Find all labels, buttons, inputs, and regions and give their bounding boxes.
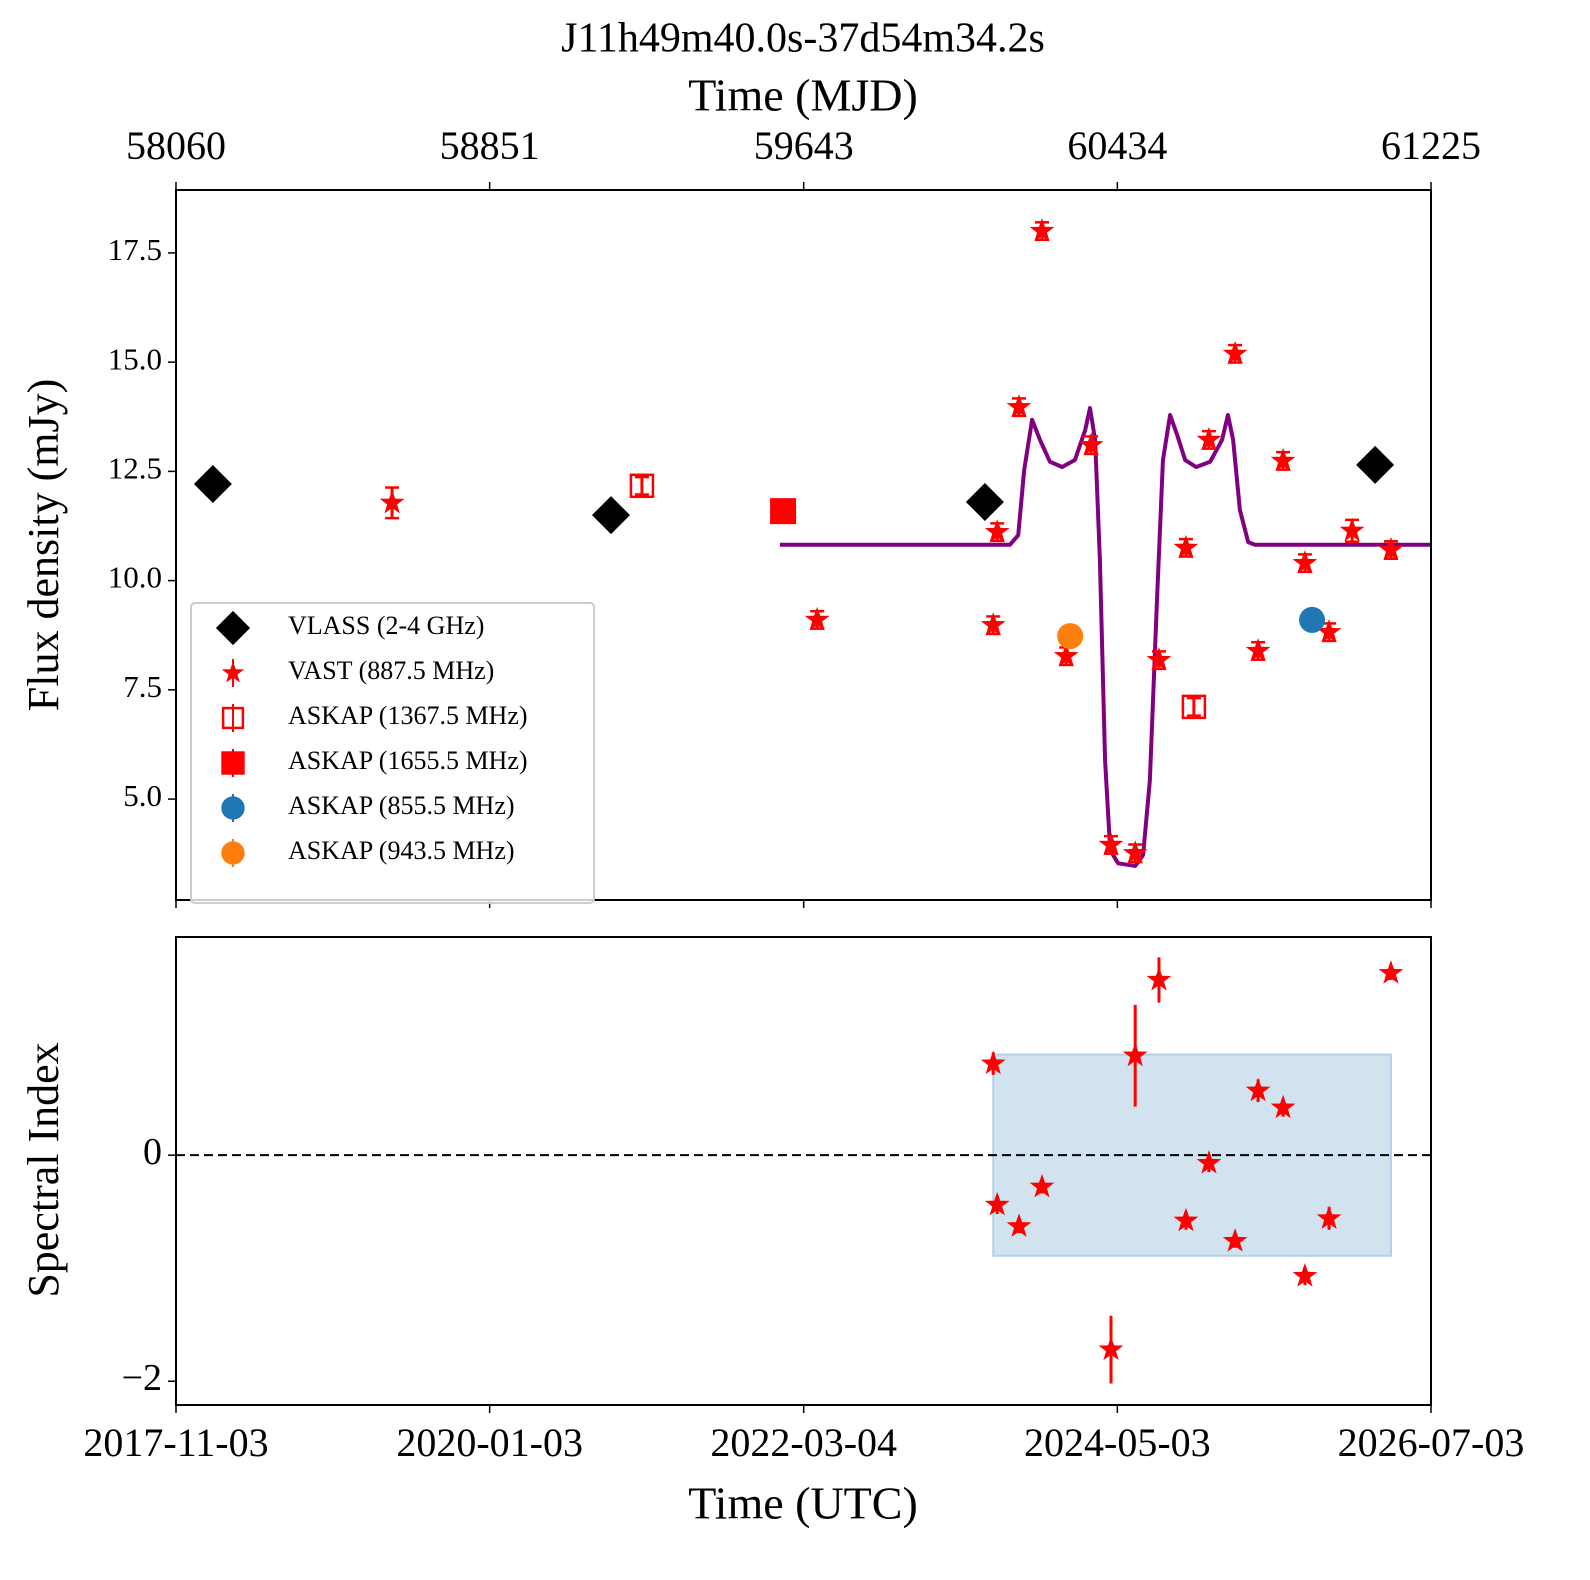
y-tick-label: −2	[122, 1357, 162, 1399]
y-tick-label: 10.0	[108, 560, 162, 595]
x-axis-label: Time (UTC)	[688, 1478, 918, 1529]
star-marker	[1316, 619, 1342, 643]
x-tick-label: 2017-11-03	[83, 1420, 268, 1465]
star-marker	[1339, 517, 1365, 542]
star-marker	[221, 661, 245, 683]
x-tick-label: 2020-01-03	[396, 1420, 583, 1465]
x2-tick-label: 58060	[126, 123, 226, 168]
star-marker	[1122, 1042, 1148, 1067]
legend-label: ASKAP (1367.5 MHz)	[288, 701, 528, 730]
star-marker	[1146, 966, 1172, 991]
y-axis-label: Spectral Index	[19, 1042, 68, 1297]
x2-tick-label: 60434	[1067, 123, 1167, 168]
star-marker	[1316, 1205, 1342, 1229]
star-marker	[804, 606, 830, 631]
plot-frame	[175, 936, 1432, 1406]
star-marker	[1173, 534, 1199, 559]
square-marker	[221, 751, 245, 775]
x-tick-label: 2024-05-03	[1024, 1420, 1211, 1465]
star-marker	[1270, 447, 1296, 472]
star-marker	[1006, 1213, 1032, 1237]
legend-label: ASKAP (1655.5 MHz)	[288, 746, 528, 775]
x2-tick-label: 59643	[754, 123, 854, 168]
legend-label: ASKAP (855.5 MHz)	[288, 791, 515, 820]
diamond-marker	[1356, 445, 1395, 484]
legend-label: VLASS (2-4 GHz)	[288, 611, 484, 640]
star-marker	[984, 1191, 1010, 1216]
star-marker	[1029, 1173, 1055, 1198]
circle-marker	[1299, 606, 1326, 633]
y-axis-label: Flux density (mJy)	[19, 379, 68, 711]
star-marker	[1029, 218, 1055, 242]
chart-title: J11h49m40.0s-37d54m34.2s	[561, 16, 1045, 62]
y-tick-label: 7.5	[123, 669, 162, 704]
star-marker	[1146, 647, 1172, 671]
diamond-marker	[591, 496, 630, 535]
star-marker	[1098, 1336, 1124, 1361]
plot-frame	[175, 189, 1432, 901]
star-marker	[984, 519, 1010, 543]
x-tick-label: 2022-03-04	[710, 1420, 897, 1465]
star-marker	[1378, 960, 1404, 984]
star-marker	[1222, 1228, 1248, 1252]
star-marker	[1196, 1150, 1222, 1174]
circle-marker	[1057, 623, 1084, 650]
y-tick-label: 0	[143, 1131, 162, 1173]
star-marker	[379, 489, 405, 514]
star-marker	[1196, 426, 1222, 451]
model-line	[779, 406, 1431, 868]
star-marker	[1245, 637, 1271, 662]
star-marker	[1292, 550, 1318, 574]
diamond-marker	[215, 610, 251, 646]
star-marker	[1053, 643, 1079, 667]
star-marker	[1006, 394, 1032, 418]
x2-tick-label: 58851	[440, 123, 540, 168]
square-marker	[770, 498, 797, 525]
legend: VLASS (2-4 GHz) VAST (887.5 MHz) ASKAP (13…	[190, 602, 595, 904]
y-tick-label: 17.5	[108, 232, 162, 267]
star-marker	[1173, 1207, 1199, 1232]
legend-label: VAST (887.5 MHz)	[288, 656, 494, 685]
y-tick-label: 5.0	[123, 778, 162, 813]
star-marker	[1222, 340, 1248, 365]
open-square-marker	[629, 473, 655, 499]
star-marker	[980, 612, 1006, 636]
star-marker	[1292, 1263, 1318, 1287]
legend-box	[190, 602, 595, 904]
diamond-marker	[965, 482, 1004, 521]
star-marker	[1122, 840, 1148, 864]
diamond-marker	[193, 465, 232, 504]
star-marker	[1078, 432, 1104, 456]
star-marker	[1270, 1094, 1296, 1119]
open-square-marker	[221, 706, 245, 730]
star-marker	[980, 1050, 1006, 1075]
circle-marker	[221, 841, 245, 865]
y-tick-label: 15.0	[108, 341, 162, 376]
open-square-marker	[1181, 694, 1207, 720]
star-marker	[1098, 831, 1124, 856]
circle-marker	[221, 796, 245, 820]
y-tick-label: 12.5	[108, 450, 162, 485]
star-marker	[1245, 1077, 1271, 1102]
x-tick-label: 2026-07-03	[1338, 1420, 1525, 1465]
legend-label: ASKAP (943.5 MHz)	[288, 836, 515, 865]
star-marker	[1378, 537, 1404, 561]
x2-tick-label: 61225	[1381, 123, 1481, 168]
x2-axis-label: Time (MJD)	[688, 70, 918, 121]
